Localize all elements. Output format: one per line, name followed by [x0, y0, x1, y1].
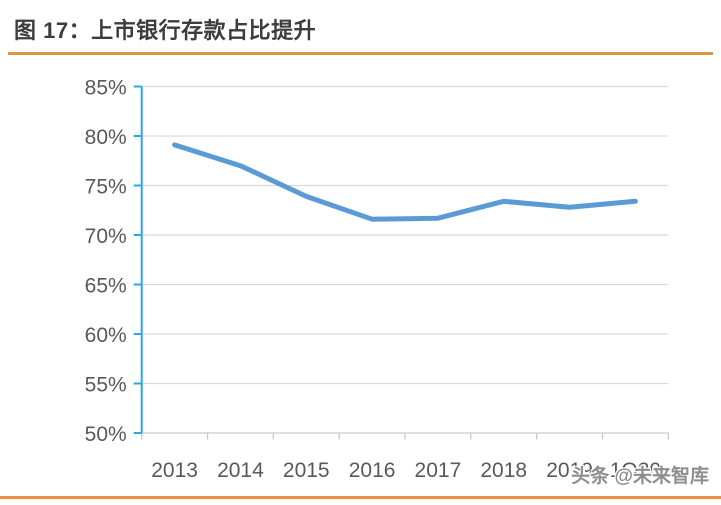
x-tick-label: 2015 — [283, 459, 330, 482]
y-tick-label: 50% — [85, 423, 127, 446]
x-tick-label: 2014 — [217, 459, 264, 482]
y-tick-label: 80% — [85, 126, 127, 149]
x-tick-label: 1Q20 — [610, 459, 661, 482]
series-line-deposit-ratio — [172, 142, 638, 222]
y-tick-label: 65% — [85, 275, 127, 298]
watermark-text: 头条 @未来智库 — [571, 466, 709, 487]
y-tick-label: 55% — [85, 374, 127, 397]
x-tick-label: 2016 — [349, 459, 396, 482]
figure-title: 图 17：上市银行存款占比提升 — [14, 18, 317, 43]
x-tick-label: 2013 — [151, 459, 198, 482]
x-tick-label: 2019 — [546, 459, 593, 482]
y-tick-label: 70% — [85, 225, 127, 248]
y-tick-label: 85% — [85, 77, 127, 100]
title-underline-rule — [8, 52, 713, 55]
y-tick-label: 75% — [85, 176, 127, 199]
x-tick-label: 2017 — [415, 459, 462, 482]
x-tick-label: 2018 — [480, 459, 527, 482]
footer-rule — [0, 496, 721, 499]
y-tick-label: 60% — [85, 324, 127, 347]
